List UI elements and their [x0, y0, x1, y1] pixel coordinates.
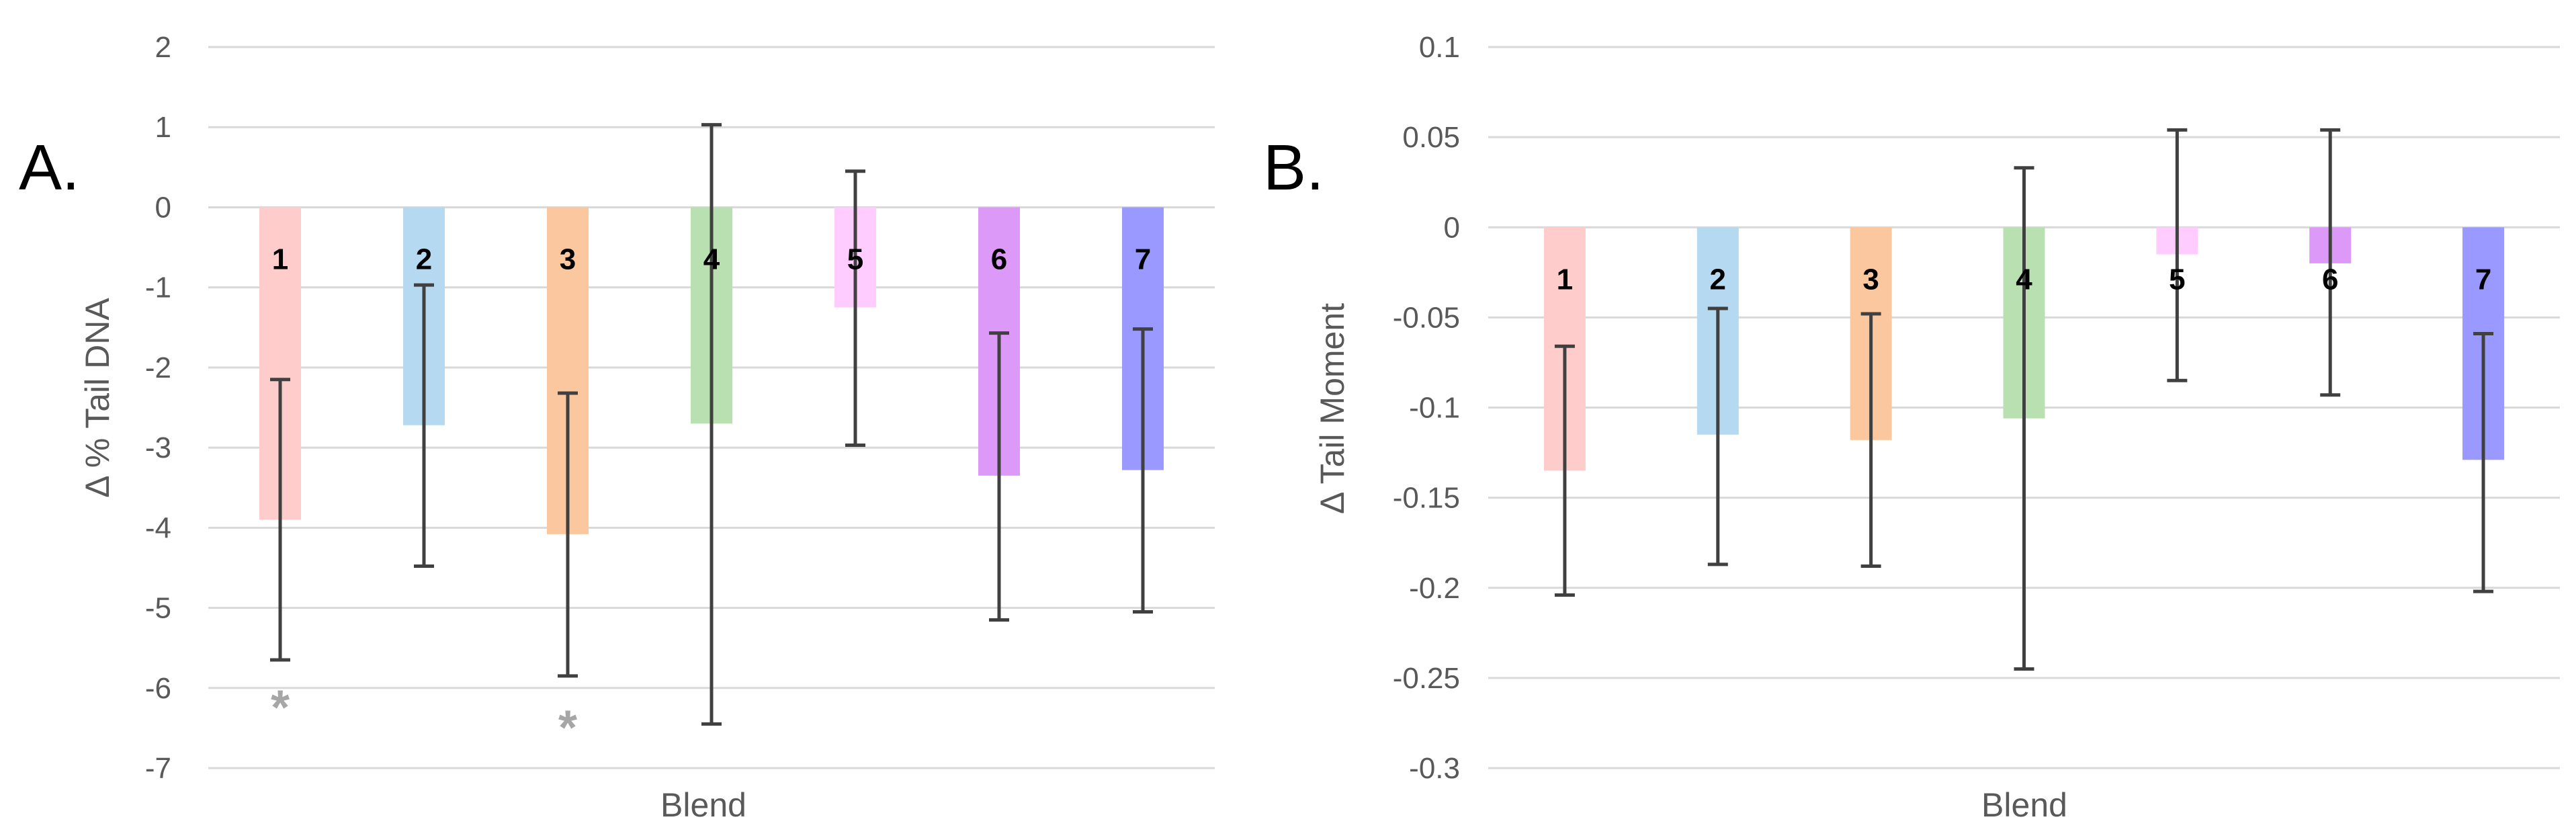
panel-b-error-bar-6 [2320, 128, 2341, 397]
panel-b-bar-label-3: 3 [1862, 263, 1879, 296]
panel-b-y-tick-label: 0.05 [1402, 121, 1460, 154]
panel-b-y-tick-label: -0.3 [1409, 752, 1460, 785]
panel-a-bar-label-3: 3 [560, 243, 576, 276]
panel-a-error-bar-1 [270, 378, 290, 662]
panel-b-bar-label-7: 7 [2475, 263, 2491, 296]
panel-a-error-bar-5 [845, 169, 865, 448]
panel-b-bar-label-2: 2 [1710, 263, 1726, 296]
panel-b-error-bar-4 [2014, 166, 2034, 671]
panel-a-bar-label-6: 6 [991, 243, 1007, 276]
panel-a-y-tick-label: 0 [155, 191, 171, 224]
panel-a-y-axis-title: Δ % Tail DNA [79, 298, 116, 498]
panel-a-bar-label-7: 7 [1135, 243, 1151, 276]
panel-a-label: A. [19, 132, 80, 204]
panel-b-y-tick-label: -0.25 [1393, 662, 1460, 695]
panel-b-y-tick-label: 0 [1444, 211, 1460, 244]
panel-b-chart: B. Δ Tail Moment Blend 0.1 0.05 0 -0.05 -0.1… [1263, 31, 2560, 824]
panel-b-error-bar-5 [2167, 128, 2188, 382]
panel-a-x-axis-title: Blend [660, 786, 746, 824]
panel-b-error-bar-7 [2473, 332, 2494, 593]
panel-a-bar-label-1: 1 [272, 243, 288, 276]
panel-a-y-tick-label: -1 [145, 271, 171, 304]
panel-b-y-tick-label: 0.1 [1419, 31, 1460, 64]
panel-b-bar-label-4: 4 [2016, 263, 2032, 296]
panel-a-bar-label-4: 4 [703, 243, 720, 276]
panel-a-y-tick-label: -4 [145, 511, 171, 544]
panel-a-y-tick-label: -7 [145, 752, 171, 785]
panel-b-error-bar-3 [1860, 312, 1881, 569]
panel-a-y-tick-label: -6 [145, 672, 171, 705]
panel-b-bar-label-5: 5 [2169, 263, 2185, 296]
panel-a-significance-marker-1: * [271, 681, 290, 735]
panel-a-y-tick-label: -2 [145, 351, 171, 384]
panel-a-bar-label-2: 2 [416, 243, 432, 276]
panel-a-error-bar-4 [701, 123, 722, 726]
panel-b-y-axis-title: Δ Tail Moment [1314, 303, 1351, 514]
panel-a-y-tick-label: -5 [145, 592, 171, 625]
panel-b-y-tick-label: -0.15 [1393, 482, 1460, 515]
panel-b-y-tick-label: -0.1 [1409, 392, 1460, 425]
panel-b-error-bar-1 [1554, 344, 1575, 597]
panel-b-y-tick-label: -0.05 [1393, 301, 1460, 334]
panel-b-error-bar-2 [1707, 306, 1728, 566]
panel-b-bar-label-6: 6 [2322, 263, 2338, 296]
panel-a-error-bar-3 [558, 391, 578, 678]
panel-b-y-tick-label: -0.2 [1409, 572, 1460, 605]
panel-a-error-bar-6 [989, 331, 1009, 622]
panel-a-error-bar-7 [1133, 327, 1153, 614]
panel-a-bar-label-5: 5 [847, 243, 863, 276]
panel-a-y-tick-label: 2 [155, 31, 171, 64]
panel-b-label: B. [1263, 132, 1324, 204]
panel-a-error-bar-2 [414, 283, 434, 569]
panel-b-x-axis-title: Blend [1981, 786, 2067, 824]
panel-a-y-tick-label: 1 [155, 111, 171, 144]
panel-a-significance-marker-3: * [558, 702, 577, 755]
panel-a-y-tick-label: -3 [145, 431, 171, 464]
panel-b-bar-label-1: 1 [1557, 263, 1573, 296]
panel-a-chart: A. Δ % Tail DNA Blend 2 1 0 -1 -2 -3 -4 -5 -6 -7 1… [19, 31, 1215, 824]
